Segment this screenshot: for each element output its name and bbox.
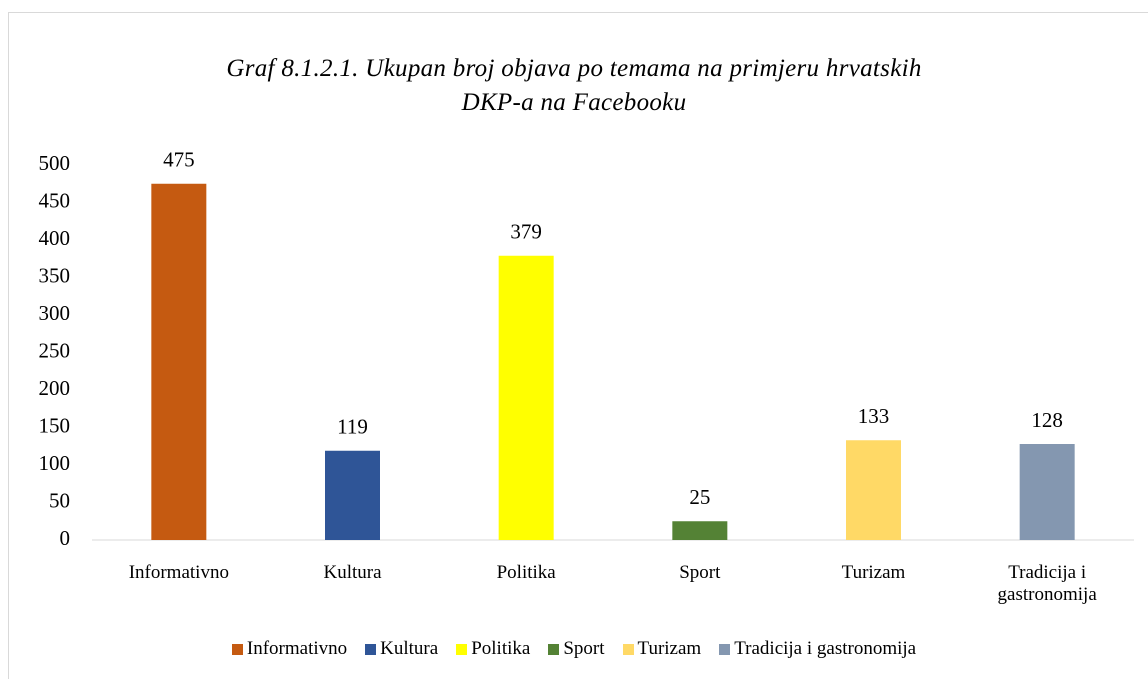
y-tick-label: 400 (39, 226, 71, 250)
data-label: 25 (689, 485, 710, 509)
bar (846, 440, 901, 540)
x-tick-label: Politika (496, 562, 556, 583)
legend-label: Sport (563, 638, 605, 659)
legend: Informativno Kultura Politika Sport Turizam T… (0, 638, 1148, 660)
chart-title: Graf 8.1.2.1. Ukupan broj objava po tema… (226, 55, 922, 116)
y-tick-label: 450 (39, 188, 71, 212)
data-label: 133 (858, 404, 890, 428)
y-tick-label: 350 (39, 263, 71, 287)
legend-label: Politika (471, 638, 531, 659)
data-label: 128 (1031, 408, 1063, 432)
bar (1019, 444, 1075, 540)
bar (498, 255, 554, 540)
y-tick-label: 500 (39, 151, 71, 175)
legend-swatch (719, 643, 731, 655)
legend-swatch (622, 643, 634, 655)
legend-swatch (231, 643, 243, 655)
x-tick-label: Informativno (128, 562, 229, 583)
x-tick-label: Tradicija i gastronomija (997, 562, 1097, 605)
y-tick-label: 250 (39, 338, 71, 362)
data-label: 379 (510, 220, 542, 244)
bar (325, 450, 380, 540)
legend-item: Turizam (622, 638, 702, 660)
data-label: 475 (163, 148, 195, 172)
x-tick-label: Sport (679, 562, 721, 583)
y-tick-label: 150 (39, 413, 71, 437)
legend-label: Tradicija i gastronomija (734, 638, 917, 659)
legend-item: Informativno (231, 638, 348, 660)
y-tick-label: 0 (60, 526, 71, 550)
data-label: 119 (337, 415, 368, 439)
legend-swatch (365, 643, 377, 655)
legend-label: Informativno (246, 638, 348, 659)
bar (672, 521, 728, 540)
y-tick-label: 200 (39, 376, 71, 400)
bar (151, 183, 207, 540)
legend-swatch (456, 643, 468, 655)
x-tick-label: Kultura (323, 562, 382, 583)
y-tick-label: 50 (49, 488, 70, 512)
legend-label: Kultura (380, 638, 439, 659)
y-tick-label: 100 (39, 451, 71, 475)
legend-label: Turizam (637, 638, 702, 659)
legend-item: Tradicija i gastronomija (719, 638, 916, 660)
legend-item: Sport (548, 638, 605, 660)
legend-item: Kultura (365, 638, 438, 660)
legend-swatch (548, 643, 560, 655)
y-tick-label: 300 (39, 301, 71, 325)
legend-item: Politika (456, 638, 530, 660)
chart-frame (8, 12, 1148, 679)
x-tick-label: Turizam (841, 562, 906, 583)
